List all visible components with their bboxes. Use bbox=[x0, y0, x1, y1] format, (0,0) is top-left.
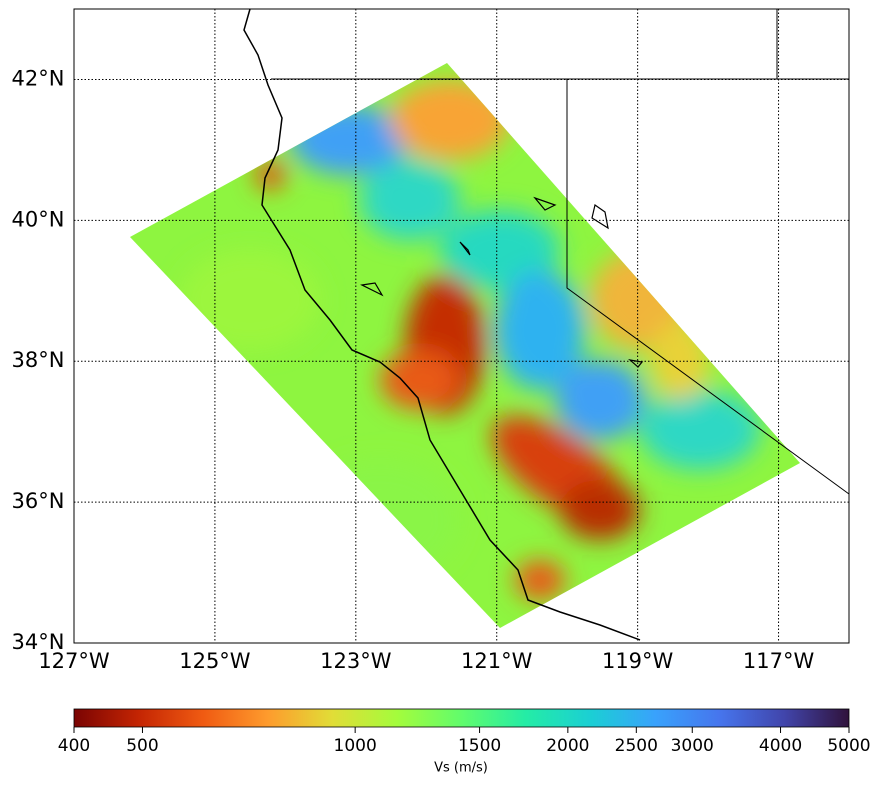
colorbar bbox=[73, 708, 850, 728]
map-frame bbox=[73, 8, 850, 644]
x-tick-label: 127°W bbox=[38, 649, 110, 673]
x-tick-label: 119°W bbox=[602, 649, 674, 673]
colorbar-tick-label: 3000 bbox=[671, 736, 714, 756]
colorbar-tick-label: 500 bbox=[126, 736, 158, 756]
colorbar-tick-label: 2500 bbox=[615, 736, 658, 756]
y-tick-label: 40°N bbox=[12, 207, 65, 231]
x-tick-label: 123°W bbox=[320, 649, 392, 673]
x-tick-label: 117°W bbox=[743, 649, 815, 673]
x-tick-label: 121°W bbox=[461, 649, 533, 673]
colorbar-tick-label: 1000 bbox=[334, 736, 377, 756]
colorbar-tick-label: 5000 bbox=[827, 736, 870, 756]
velocity-field bbox=[130, 63, 800, 628]
y-tick-label: 38°N bbox=[12, 348, 65, 372]
y-tick-label: 42°N bbox=[12, 66, 65, 90]
x-tick-label: 125°W bbox=[179, 649, 251, 673]
colorbar-tick-label: 2000 bbox=[546, 736, 589, 756]
colorbar-tick-label: 1500 bbox=[458, 736, 501, 756]
colorbar-tick-label: 400 bbox=[58, 736, 90, 756]
colorbar-label: Vs (m/s) bbox=[434, 761, 488, 776]
colorbar-tick-label: 4000 bbox=[759, 736, 802, 756]
y-tick-label: 34°N bbox=[12, 630, 65, 654]
borders bbox=[243, 8, 850, 641]
y-tick-label: 36°N bbox=[12, 489, 65, 513]
